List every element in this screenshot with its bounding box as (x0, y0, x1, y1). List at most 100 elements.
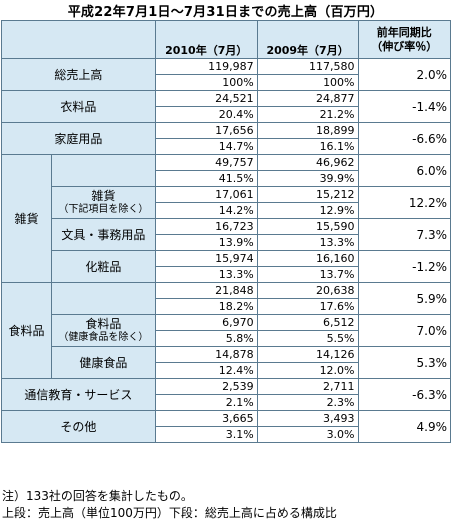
header-2010: 2010年（7月） (154, 20, 258, 59)
table-row: 雑貨 49,757 46,962 6.0% (1, 154, 451, 283)
cell-share-2009: 5.5% (256, 330, 359, 347)
cell-value-2010: 14,878 (154, 346, 258, 363)
cell-yoy: -1.2% (357, 250, 451, 283)
cell-value-2010: 2,539 (154, 378, 258, 395)
table-row: 文具・事務用品 16,723 15,590 7.3% (2, 218, 451, 251)
cell-share-2009: 12.0% (256, 362, 359, 379)
cell-share-2010: 41.5% (154, 170, 258, 187)
cell-value-2009: 24,877 (256, 90, 359, 107)
cell-yoy: 7.3% (357, 218, 451, 251)
cell-share-2009: 21.2% (256, 106, 359, 123)
cell-share-2010: 5.8% (154, 330, 258, 347)
table-row: 衣料品 24,521 24,877 -1.4% (1, 90, 451, 123)
header-yoy-line2: （伸び率％） (371, 39, 438, 53)
cell-share-2009: 3.0% (256, 426, 359, 443)
row-label-household: 家庭用品 (1, 122, 156, 155)
cell-share-2010: 14.2% (154, 202, 258, 219)
cell-share-2010: 14.7% (154, 138, 258, 155)
cell-value-2009: 117,580 (256, 58, 359, 75)
cell-value-2010: 49,757 (154, 154, 258, 171)
table-title: 平成22年7月1日～7月31日までの売上高（百万円） (67, 5, 384, 20)
cell-value-2010: 24,521 (154, 90, 258, 107)
table-row: 化粧品 15,974 16,160 -1.2% (2, 250, 451, 283)
cell-yoy: 12.2% (357, 186, 451, 219)
cell-value-2009: 3,493 (256, 410, 359, 427)
footnote-line2: 上段：売上高（単位100万円）下段：総売上高に占める構成比 (2, 506, 337, 520)
cell-yoy: -6.3% (357, 378, 451, 411)
footnote-line1: 注）133社の回答を集計したもの。 (2, 489, 193, 503)
row-label-cosmetics: 化粧品 (50, 250, 156, 283)
table-row: 通信教育・サービス 2,539 2,711 -6.3% (1, 378, 451, 411)
cell-share-2009: 17.6% (256, 298, 359, 315)
cell-yoy: 4.9% (357, 410, 451, 443)
table-row: 5.8% 5.5% (2, 330, 451, 347)
table-row: 総売上高 119,987 117,580 2.0% (1, 58, 451, 91)
cell-yoy: 5.3% (357, 346, 451, 379)
cell-yoy: 2.0% (357, 58, 451, 91)
cell-share-2009: 13.7% (256, 266, 359, 283)
cell-share-2010: 12.4% (154, 362, 258, 379)
cell-yoy: -1.4% (357, 90, 451, 123)
row-label-health: 健康食品 (50, 346, 156, 379)
cell-value-2009: 20,638 (256, 282, 359, 299)
row-label-other: その他 (1, 410, 156, 443)
cell-yoy: 6.0% (357, 154, 451, 187)
row-label-food-subtotal (50, 282, 156, 315)
cell-yoy: -6.6% (357, 122, 451, 155)
table-row: 13.9% 13.3% (2, 234, 451, 251)
table-row: 雑貨 （下記項目を除く） 17,061 15,212 12.2% (2, 186, 451, 219)
row-label-sundries: 雑貨 (1, 154, 52, 283)
row-label-clothing: 衣料品 (1, 90, 156, 123)
cell-share-2010: 13.3% (154, 266, 258, 283)
table-row: 100% 100% (2, 74, 451, 91)
sub-label: 雑貨 (91, 189, 116, 203)
table-row: 12.4% 12.0% (2, 362, 451, 379)
header-yoy-line1: 前年同期比 (376, 25, 432, 39)
cell-yoy: 5.9% (357, 282, 451, 315)
header-corner (1, 20, 156, 59)
table-row: 20.4% 21.2% (2, 106, 451, 123)
cell-share-2010: 13.9% (154, 234, 258, 251)
cell-share-2009: 13.3% (256, 234, 359, 251)
cell-value-2010: 17,061 (154, 186, 258, 203)
cell-value-2009: 2,711 (256, 378, 359, 395)
cell-share-2010: 3.1% (154, 426, 258, 443)
cell-share-2010: 100% (154, 74, 258, 91)
sales-table: 2010年（7月） 2009年（7月） 前年同期比 （伸び率％） 総売上高 119… (1, 20, 451, 443)
row-label-food: 食料品 (1, 282, 52, 379)
cell-value-2009: 6,512 (256, 314, 359, 331)
cell-value-2010: 6,970 (154, 314, 258, 331)
cell-value-2009: 16,160 (256, 250, 359, 267)
cell-value-2010: 119,987 (154, 58, 258, 75)
table-row: 18.2% 17.6% (2, 298, 451, 315)
cell-value-2010: 17,656 (154, 122, 258, 139)
row-label-education: 通信教育・サービス (1, 378, 156, 411)
row-label-food-other: 食料品 （健康食品を除く） (50, 314, 156, 347)
sub-label-note: （下記項目を除く） (58, 204, 149, 215)
cell-share-2009: 100% (256, 74, 359, 91)
row-label-sundries-subtotal (50, 154, 156, 187)
cell-value-2009: 46,962 (256, 154, 359, 171)
table-row: 14.7% 16.1% (2, 138, 451, 155)
table-row: 家庭用品 17,656 18,899 -6.6% (1, 122, 451, 155)
cell-value-2010: 16,723 (154, 218, 258, 235)
cell-share-2009: 12.9% (256, 202, 359, 219)
table-row: 食料品 （健康食品を除く） 6,970 6,512 7.0% (2, 314, 451, 347)
table-row: 健康食品 14,878 14,126 5.3% (2, 346, 451, 379)
sub-label: 食料品 (85, 317, 122, 331)
cell-share-2009: 2.3% (256, 394, 359, 411)
table-row: 14.2% 12.9% (2, 202, 451, 219)
cell-value-2009: 15,212 (256, 186, 359, 203)
table-row: 3.1% 3.0% (2, 426, 451, 443)
cell-yoy: 7.0% (357, 314, 451, 347)
row-label-sundries-other: 雑貨 （下記項目を除く） (50, 186, 156, 219)
cell-share-2009: 39.9% (256, 170, 359, 187)
cell-value-2009: 15,590 (256, 218, 359, 235)
table-row: 13.3% 13.7% (2, 266, 451, 283)
cell-share-2010: 2.1% (154, 394, 258, 411)
cell-value-2009: 18,899 (256, 122, 359, 139)
cell-value-2009: 14,126 (256, 346, 359, 363)
cell-share-2010: 18.2% (154, 298, 258, 315)
table-row: その他 3,665 3,493 4.9% (1, 410, 451, 443)
sub-label-note: （健康食品を除く） (58, 332, 149, 343)
